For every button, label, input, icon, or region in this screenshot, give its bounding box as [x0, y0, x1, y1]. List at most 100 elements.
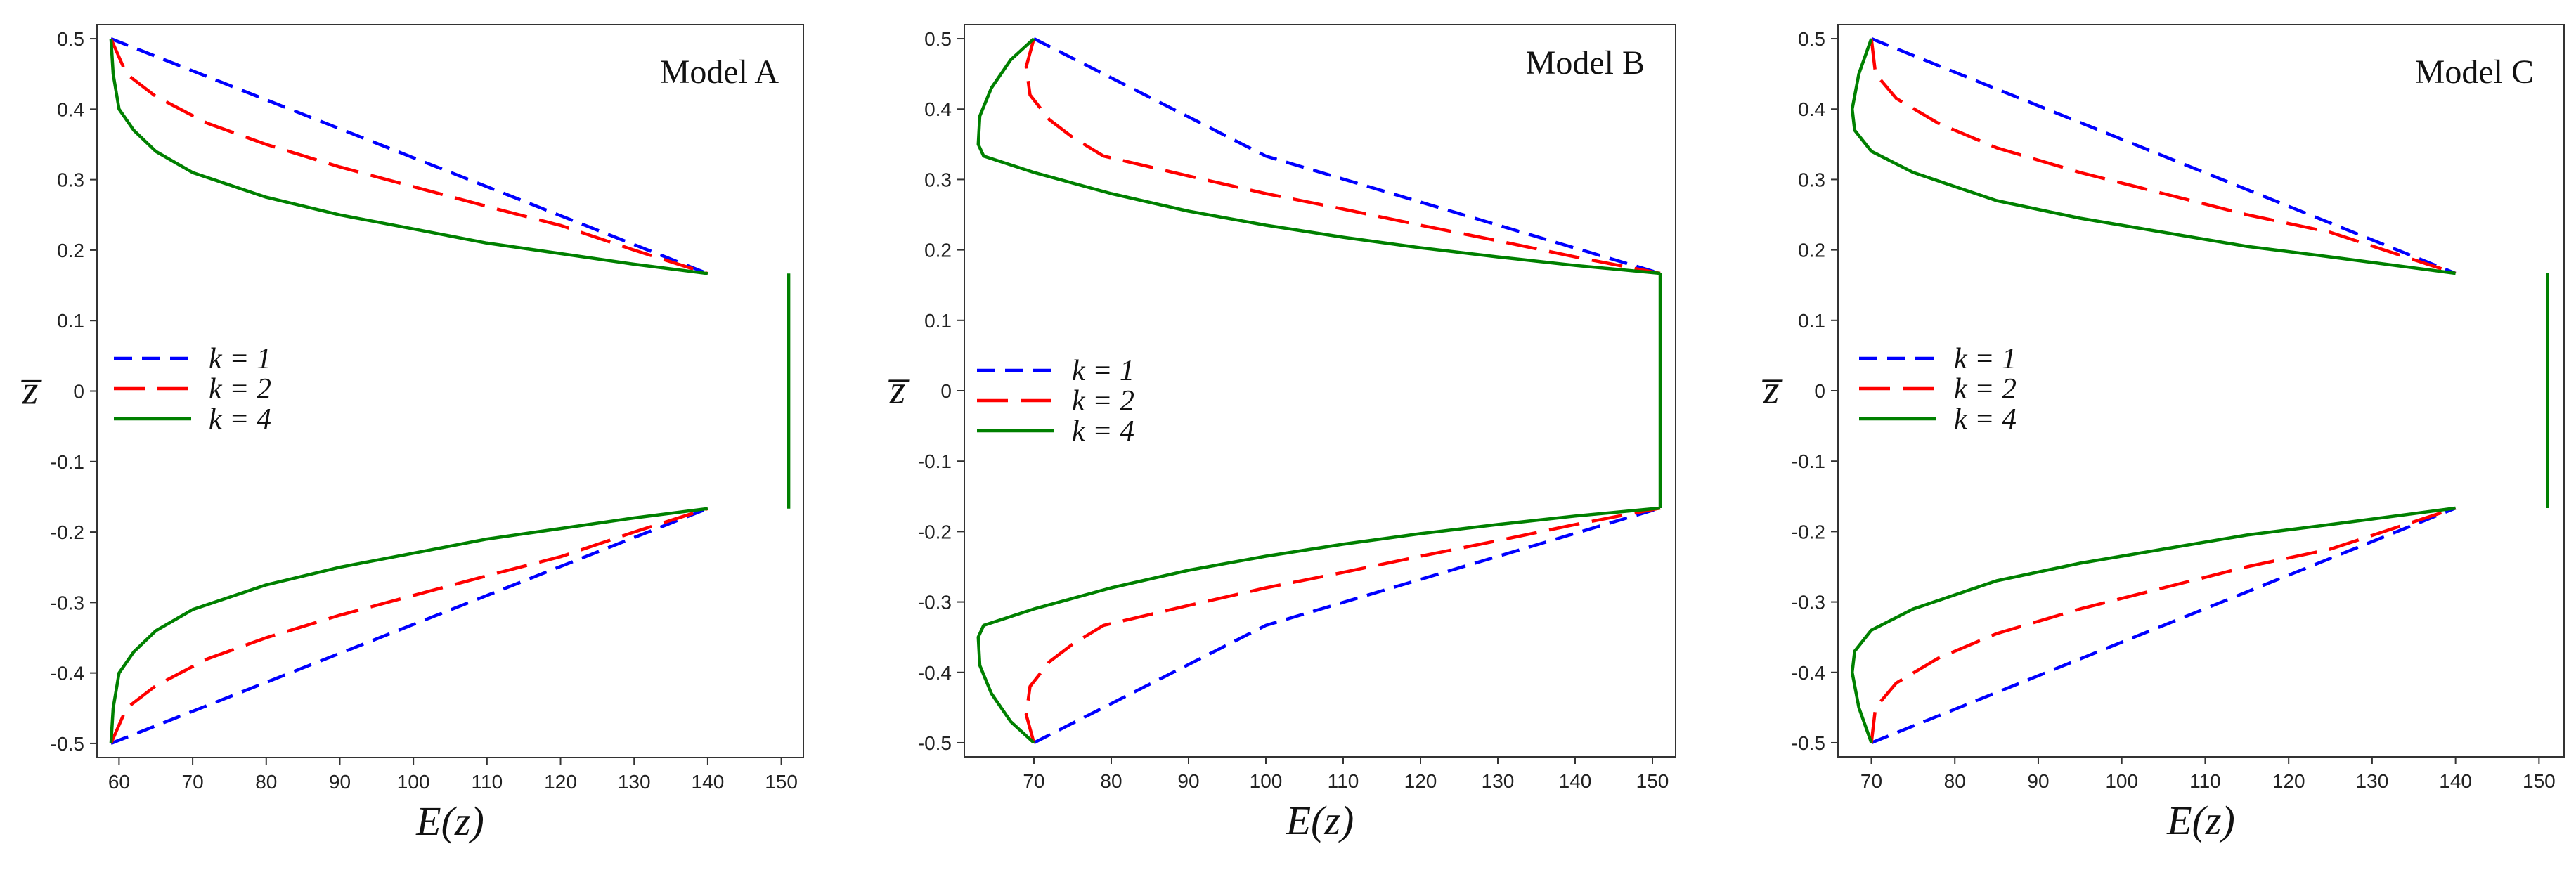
x-tick-label: 130: [618, 771, 651, 793]
panel-title: Model B: [1526, 44, 1645, 82]
x-tick-label: 100: [1250, 770, 1283, 792]
y-tick-label: 0.3: [1798, 169, 1825, 190]
y-tick-label: 0.5: [57, 28, 84, 50]
y-tick-label: 0: [73, 381, 84, 403]
series-3-upper-line: [976, 37, 1661, 275]
legend-label: k = 2: [1072, 385, 1134, 417]
x-tick-label: 100: [397, 771, 430, 793]
x-tick-label: 70: [182, 771, 204, 793]
series-1-upper-line: [1870, 37, 2457, 275]
y-tick-label: 0.4: [1798, 98, 1825, 120]
y-axis-title: z̅: [888, 367, 910, 412]
x-tick-label: 120: [1404, 770, 1437, 792]
y-tick-label: 0.2: [924, 240, 952, 261]
legend-label: k = 1: [209, 343, 271, 375]
series-3-upper-line: [109, 38, 708, 275]
legend: k = 1k = 2k = 4: [1859, 343, 2017, 436]
x-tick-label: 110: [1328, 770, 1359, 792]
y-tick-label: 0.2: [57, 240, 84, 261]
panel-3: 70 80 90 100 110 120 130 140 150 -0.5 -0.4 -0.3 -0.2…: [1762, 24, 2565, 843]
legend-label: k = 1: [1954, 343, 2017, 375]
series-2-upper-line: [1870, 38, 2457, 275]
y-tick-label: -0.1: [51, 451, 84, 473]
x-tick-label: 90: [1177, 770, 1199, 792]
x-tick-label: 110: [2189, 770, 2221, 792]
x-tick-label: 60: [108, 771, 130, 793]
x-tick-label: 70: [1860, 770, 1882, 792]
y-tick-label: 0.4: [57, 98, 84, 120]
panel-2: 70 80 90 100 110 120 130 140 150 -0.5 -0.4 -0.3 -0.2…: [888, 24, 1676, 843]
x-tick-label: 90: [2027, 770, 2049, 792]
x-tick-label: 120: [544, 771, 577, 793]
series-2-upper-line: [1024, 38, 1661, 275]
series-2-lower-line: [1870, 506, 2457, 743]
series-2-lower-line: [1024, 506, 1661, 743]
legend-label: k = 1: [1072, 355, 1134, 387]
x-tick-label: 140: [692, 771, 725, 793]
legend: k = 1k = 2k = 4: [977, 355, 1134, 448]
series-1-lower-line: [110, 507, 708, 745]
series-3-lower-line: [976, 506, 1661, 744]
series-2-upper-line: [109, 38, 708, 275]
legend-label: k = 2: [209, 373, 271, 405]
x-tick-label: 90: [329, 771, 351, 793]
y-tick-label: -0.3: [1792, 592, 1825, 613]
legend-label: k = 4: [1072, 415, 1134, 448]
x-tick-label: 80: [1944, 770, 1966, 792]
x-tick-label: 130: [1482, 770, 1515, 792]
legend-label: k = 4: [1954, 403, 2017, 436]
y-axis-title: z̅: [1762, 367, 1783, 412]
y-tick-label: -0.4: [51, 663, 84, 684]
y-tick-label: 0: [1814, 380, 1825, 402]
y-tick-label: -0.4: [918, 662, 952, 684]
x-tick-label: 140: [1559, 770, 1592, 792]
x-tick-label: 100: [2105, 770, 2138, 792]
y-tick-label: 0.3: [924, 169, 952, 190]
x-tick-label: 150: [2523, 770, 2556, 792]
x-axis-title: E(z): [415, 798, 484, 844]
y-tick-label: -0.1: [918, 450, 952, 472]
panel-title: Model A: [660, 53, 779, 91]
series-1-lower-line: [1870, 506, 2457, 745]
series-3-upper-line: [1850, 38, 2456, 275]
y-tick-label: -0.3: [918, 592, 952, 613]
x-axis-title: E(z): [1286, 798, 1354, 843]
x-axis-title: E(z): [2166, 798, 2235, 843]
legend-label: k = 4: [209, 403, 271, 436]
x-tick-label: 150: [765, 771, 798, 793]
y-tick-label: 0.1: [57, 310, 84, 332]
y-tick-label: -0.5: [51, 733, 84, 755]
y-tick-label: -0.2: [51, 521, 84, 543]
y-tick-label: -0.2: [918, 521, 952, 543]
y-tick-label: 0: [940, 380, 952, 402]
y-tick-label: 0.2: [1798, 240, 1825, 261]
y-tick-label: 0.5: [1798, 28, 1825, 50]
x-tick-label: 70: [1023, 770, 1044, 792]
x-tick-label: 110: [472, 771, 503, 793]
series-1-upper-line: [1033, 37, 1661, 275]
y-tick-label: -0.5: [918, 732, 952, 754]
y-tick-label: 0.1: [924, 310, 952, 332]
x-tick-label: 120: [2272, 770, 2305, 792]
plot-frame: [96, 24, 804, 758]
legend: k = 1k = 2k = 4: [114, 343, 271, 436]
x-tick-label: 130: [2356, 770, 2389, 792]
plot-frame: [1837, 24, 2565, 758]
series-3-lower-line: [1850, 506, 2456, 743]
y-tick-label: 0.5: [924, 28, 952, 50]
y-tick-label: 0.3: [57, 169, 84, 191]
x-tick-label: 80: [1100, 770, 1122, 792]
y-tick-label: -0.2: [1792, 521, 1825, 543]
y-tick-label: -0.5: [1792, 732, 1825, 754]
x-tick-label: 150: [1636, 770, 1669, 792]
y-tick-label: 0.4: [924, 98, 952, 120]
panel-1: 60 70 80 90 100 110 120 130 140 150 -0.5 -0.4 -0.3 -0…: [21, 24, 804, 844]
y-tick-label: -0.3: [51, 592, 84, 613]
series-1-lower-line: [1033, 506, 1661, 745]
series-2-lower-line: [109, 507, 708, 744]
series-3-lower-line: [109, 507, 708, 744]
series-1-upper-line: [110, 37, 708, 275]
y-tick-label: 0.1: [1798, 310, 1825, 332]
y-tick-label: -0.4: [1792, 662, 1825, 684]
